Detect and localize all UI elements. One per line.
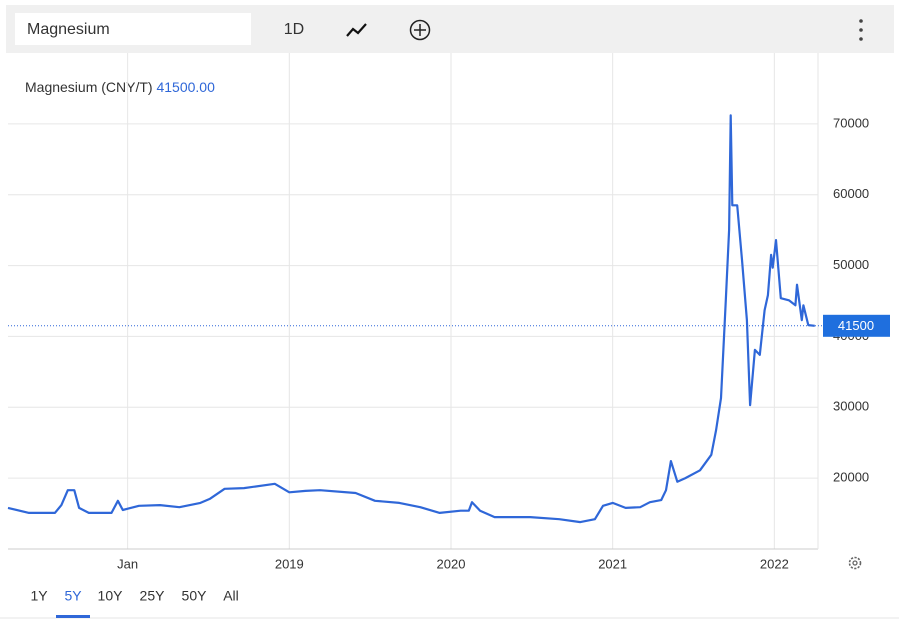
last-value: 41500.00 [156,79,215,95]
range-button[interactable]: 25Y [140,588,166,604]
series-name: Magnesium (CNY/T) [25,79,153,95]
add-circle [409,19,431,41]
range-button[interactable]: 1Y [30,588,48,604]
gear-icon[interactable] [848,556,862,570]
gear-outer [848,556,862,570]
x-tick-label: 2019 [275,556,304,571]
range-button[interactable]: 5Y [64,588,82,604]
y-tick-label: 70000 [833,115,869,130]
range-button[interactable]: 50Y [182,588,208,604]
gear-inner [852,560,858,566]
dot [859,19,863,23]
interval-button[interactable]: 1D [284,21,304,38]
x-tick-label: 2021 [598,556,627,571]
chart-type-button[interactable] [346,23,367,37]
y-tick-label: 20000 [833,470,869,485]
x-tick-label: Jan [117,556,138,571]
add-plus [414,24,426,36]
series-header: Magnesium (CNY/T) 41500.00 [25,79,215,95]
y-tick-label: 50000 [833,257,869,272]
y-tick-label: 60000 [833,186,869,201]
range-button[interactable]: 10Y [98,588,124,604]
x-tick-label: 2020 [437,556,466,571]
add-button[interactable] [409,19,431,41]
price-line [7,114,815,524]
range-button[interactable]: All [223,588,239,604]
menu-button[interactable] [859,19,863,41]
dot [859,28,863,32]
range-selected-underline [56,615,90,618]
x-tick-label: 2022 [760,556,789,571]
y-tick-label: 30000 [833,399,869,414]
last-value-badge-text: 41500 [838,318,874,333]
dot [859,37,863,41]
search-text[interactable]: Magnesium [27,21,110,38]
search-box[interactable] [15,13,251,45]
last-value-badge [823,314,890,337]
